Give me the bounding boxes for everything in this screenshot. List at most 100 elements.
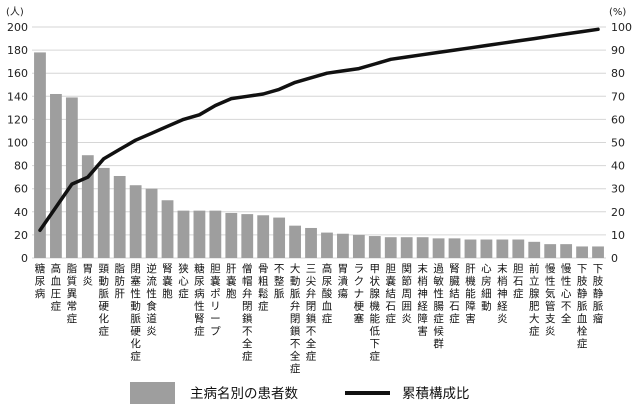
bar bbox=[544, 244, 557, 258]
bar bbox=[145, 188, 158, 258]
category-label: 頸動脈硬化症 bbox=[99, 263, 110, 338]
left-tick-label: 40 bbox=[14, 206, 28, 219]
category-label: 胆嚢結石症 bbox=[386, 263, 397, 325]
category-label: 末梢神経炎 bbox=[497, 262, 508, 325]
category-label: 胃炎 bbox=[83, 263, 94, 288]
right-tick-label: 30 bbox=[611, 183, 625, 196]
category-label: 閉塞性動脈硬化症 bbox=[130, 263, 141, 363]
category-label: 腎臓結石症 bbox=[449, 263, 460, 325]
left-tick-label: 0 bbox=[21, 252, 28, 265]
bar bbox=[113, 175, 126, 258]
bar bbox=[416, 237, 429, 258]
bar bbox=[161, 200, 174, 258]
bar bbox=[512, 239, 525, 258]
legend-line-label: 累積構成比 bbox=[402, 386, 470, 402]
right-tick-label: 100 bbox=[611, 21, 632, 34]
right-tick-label: 20 bbox=[611, 206, 625, 219]
bar bbox=[257, 215, 270, 258]
bar bbox=[209, 210, 222, 258]
category-label: 下肢静脈血栓症 bbox=[577, 263, 588, 350]
bar bbox=[352, 234, 365, 258]
left-tick-label: 80 bbox=[14, 160, 28, 173]
category-label: 糖尿病 bbox=[35, 262, 46, 300]
bar bbox=[368, 236, 381, 258]
left-tick-label: 200 bbox=[7, 21, 28, 34]
right-axis-unit: (%) bbox=[609, 7, 626, 18]
bar bbox=[50, 93, 62, 259]
category-labels: 糖尿病高血圧症脂質異常症胃炎頸動脈硬化症脂肪肝閉塞性動脈硬化症逆流性食道炎腎嚢胞… bbox=[35, 262, 604, 375]
bar bbox=[480, 239, 493, 258]
bar bbox=[576, 246, 588, 258]
category-label: 心房細動 bbox=[481, 263, 492, 313]
right-tick-label: 40 bbox=[611, 160, 625, 173]
bar bbox=[384, 237, 397, 258]
category-label: 慢性気管支炎 bbox=[545, 263, 556, 338]
right-tick-label: 0 bbox=[611, 252, 618, 265]
category-label: 僧帽弁閉鎖不全症 bbox=[242, 262, 253, 363]
left-axis-unit: (人) bbox=[6, 6, 24, 18]
category-label: 不整脈 bbox=[274, 263, 285, 300]
bar bbox=[464, 239, 477, 258]
bar bbox=[305, 227, 317, 258]
right-tick-label: 70 bbox=[611, 90, 625, 103]
left-tick-label: 180 bbox=[7, 44, 28, 57]
category-label: 脂肪肝 bbox=[114, 262, 125, 300]
bar bbox=[337, 233, 349, 258]
bar bbox=[592, 246, 604, 258]
category-label: 狭心症 bbox=[178, 262, 189, 300]
category-label: 骨粗鬆症 bbox=[258, 263, 269, 313]
bar bbox=[432, 238, 445, 258]
left-tick-label: 100 bbox=[7, 137, 28, 150]
category-label: 高血圧症 bbox=[51, 262, 62, 313]
category-label: 前立腺肥大症 bbox=[529, 262, 540, 338]
bar bbox=[225, 212, 238, 258]
left-tick-label: 20 bbox=[14, 229, 28, 242]
category-label: 肝機能障害 bbox=[465, 263, 476, 325]
right-tick-label: 10 bbox=[611, 229, 625, 242]
cumulative-line-series bbox=[38, 27, 600, 233]
right-tick-label: 90 bbox=[611, 44, 625, 57]
bar bbox=[129, 185, 142, 258]
bar bbox=[81, 155, 94, 258]
category-label: 肝嚢胞 bbox=[226, 263, 237, 300]
bar bbox=[289, 225, 301, 258]
left-tick-label: 120 bbox=[7, 113, 28, 126]
legend: 主病名別の患者数 累積構成比 bbox=[130, 382, 470, 404]
category-label: 末梢神経障害 bbox=[417, 262, 428, 338]
bar bbox=[496, 239, 509, 258]
bar bbox=[321, 232, 333, 258]
legend-bar-swatch bbox=[130, 382, 175, 404]
category-label: 甲状腺機能低下症 bbox=[370, 263, 381, 363]
bar bbox=[560, 244, 573, 258]
bar bbox=[97, 167, 110, 258]
right-axis: (%) 0 10 20 30 40 50 60 70 80 90 100 bbox=[609, 7, 632, 265]
right-tick-label: 80 bbox=[611, 67, 625, 80]
category-label: 高尿酸血症 bbox=[322, 262, 333, 325]
left-tick-label: 160 bbox=[7, 67, 28, 80]
bar bbox=[528, 241, 541, 258]
category-label: 胆石症 bbox=[513, 263, 524, 300]
category-label: 逆流性食道炎 bbox=[146, 262, 157, 338]
category-label: 脂質異常症 bbox=[67, 262, 78, 325]
category-label: 慢性心不全 bbox=[561, 263, 572, 325]
gridlines bbox=[32, 26, 606, 259]
bar bbox=[273, 217, 286, 258]
bar bbox=[65, 97, 78, 258]
category-label: 胃潰瘍 bbox=[338, 263, 349, 300]
cumulative-line bbox=[38, 27, 600, 233]
category-label: 関節周囲炎 bbox=[401, 263, 412, 325]
right-tick-label: 50 bbox=[611, 137, 625, 150]
category-label: ラクナ梗塞 bbox=[354, 263, 365, 325]
category-label: 過敏性腸症候群 bbox=[433, 263, 444, 350]
category-label: 胆嚢ポリープ bbox=[210, 263, 221, 338]
bar bbox=[34, 52, 46, 258]
bar bbox=[193, 210, 206, 258]
left-tick-label: 140 bbox=[7, 90, 28, 103]
bar bbox=[400, 237, 413, 258]
bar bbox=[448, 238, 461, 258]
right-tick-label: 60 bbox=[611, 113, 625, 126]
category-label: 下肢静脈瘤 bbox=[593, 263, 604, 325]
category-label: 大動脈弁閉鎖不全症 bbox=[290, 262, 301, 375]
bar bbox=[177, 210, 190, 258]
